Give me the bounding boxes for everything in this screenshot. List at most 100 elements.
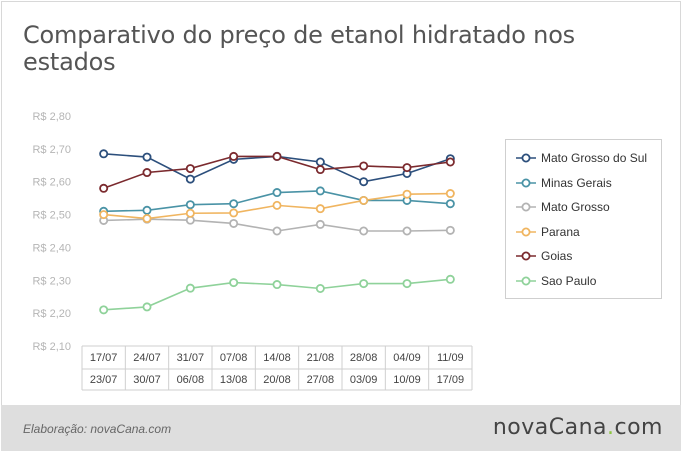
legend-swatch [516,227,536,236]
data-point [445,274,455,284]
legend-label: Sao Paulo [541,273,597,288]
y-tick-label: R$ 2,40 [32,242,71,254]
x-tick-label-end: 30/07 [133,374,161,386]
logo-dot: . [607,415,615,440]
data-point [99,149,109,159]
credit-text: Elaboração: novaCana.com [23,422,172,436]
data-point [315,165,325,175]
x-axis: 17/07 23/07 24/07 30/07 31/07 06/08 07/08 13/08… [81,345,473,391]
y-tick-label: R$ 2,50 [32,210,71,222]
data-point [402,163,412,173]
data-point [315,157,325,167]
data-point [229,151,239,161]
series-layer [99,149,455,315]
x-tick-label-start: 07/08 [220,352,248,364]
y-tick-label: R$ 2,70 [32,144,71,156]
data-point [359,226,369,236]
legend-item: Mato Grosso [516,199,610,215]
data-point [359,279,369,289]
x-tick-label-start: 21/08 [307,352,335,364]
y-axis: R$ 2,80 R$ 2,70 R$ 2,60 R$ 2,50 R$ 2,40 R$ 2,… [32,111,71,353]
data-point [142,214,152,224]
y-tick-label: R$ 2,10 [32,341,71,353]
data-point [315,186,325,196]
x-tick-label-end: 23/07 [90,374,118,386]
x-tick-label-start: 11/09 [437,352,464,364]
data-point [229,199,239,209]
data-point [142,205,152,215]
x-tick-label-start: 28/08 [350,352,378,364]
data-point [402,226,412,236]
data-point [359,195,369,205]
data-point [445,189,455,199]
legend-label: Mato Grosso do Sul [541,151,648,165]
data-point [315,204,325,214]
x-tick-label-start: 24/07 [133,352,161,364]
x-tick-label-start: 31/07 [177,352,205,364]
y-tick-label: R$ 2,60 [32,177,71,189]
legend-item: Parana [516,224,580,240]
data-point [445,199,455,209]
data-point [272,226,282,236]
legend-item: Goias [516,248,572,264]
data-point [359,177,369,187]
x-tick-label-end: 06/08 [177,374,205,386]
data-point [359,161,369,171]
legend-label: Mato Grosso [541,200,610,214]
legend: Mato Grosso do Sul Minas Gerais Mato Gross… [505,139,662,299]
footer: Elaboração: novaCana.com novaCana.com [1,405,681,451]
y-tick-label: R$ 2,30 [32,275,71,287]
data-point [99,183,109,193]
data-point [315,283,325,293]
data-point [99,210,109,220]
data-point [272,200,282,210]
logo-name: novaCana [492,415,607,440]
x-tick-label-end: 20/08 [263,374,291,386]
data-point [402,279,412,289]
novacana-logo[interactable]: novaCana.com [493,415,663,440]
legend-item: Mato Grosso do Sul [516,150,647,166]
data-point [445,225,455,235]
legend-item: Sao Paulo [516,273,596,289]
legend-swatch [516,202,536,212]
x-tick-label-end: 27/08 [307,374,335,386]
y-tick-label: R$ 2,20 [32,308,71,320]
data-point [185,283,195,293]
data-point [142,152,152,162]
data-point [185,208,195,218]
y-tick-label: R$ 2,80 [32,111,71,123]
data-point [229,218,239,228]
legend-label: Minas Gerais [541,175,612,190]
x-tick-label-start: 04/09 [393,352,421,364]
data-point [185,200,195,210]
data-point [185,164,195,174]
chart-title: Comparativo do preço de etanol hidratado… [23,21,575,76]
legend-item: Minas Gerais [516,175,612,191]
x-tick-label-start: 14/08 [263,352,291,364]
data-point [142,168,152,178]
legend-swatch [516,153,536,163]
x-tick-label-end: 13/08 [220,374,248,386]
data-point [315,219,325,229]
x-tick-label-end: 03/09 [350,374,378,386]
legend-label: Parana [541,224,580,239]
data-point [272,280,282,290]
legend-swatch [516,251,536,261]
data-point [229,208,239,218]
x-tick-label-end: 10/09 [393,374,421,386]
logo-suffix: com [614,415,663,440]
x-tick-label-end: 17/09 [437,374,465,386]
data-point [272,188,282,198]
data-point [445,157,455,167]
data-point [185,174,195,184]
data-point [229,278,239,288]
legend-label: Goias [541,249,573,263]
legend-swatch [516,276,536,285]
data-point [402,189,412,199]
data-point [142,302,152,312]
data-point [272,151,282,161]
legend-swatch [516,178,536,187]
data-point [99,305,109,315]
x-tick-label-start: 17/07 [90,352,118,364]
